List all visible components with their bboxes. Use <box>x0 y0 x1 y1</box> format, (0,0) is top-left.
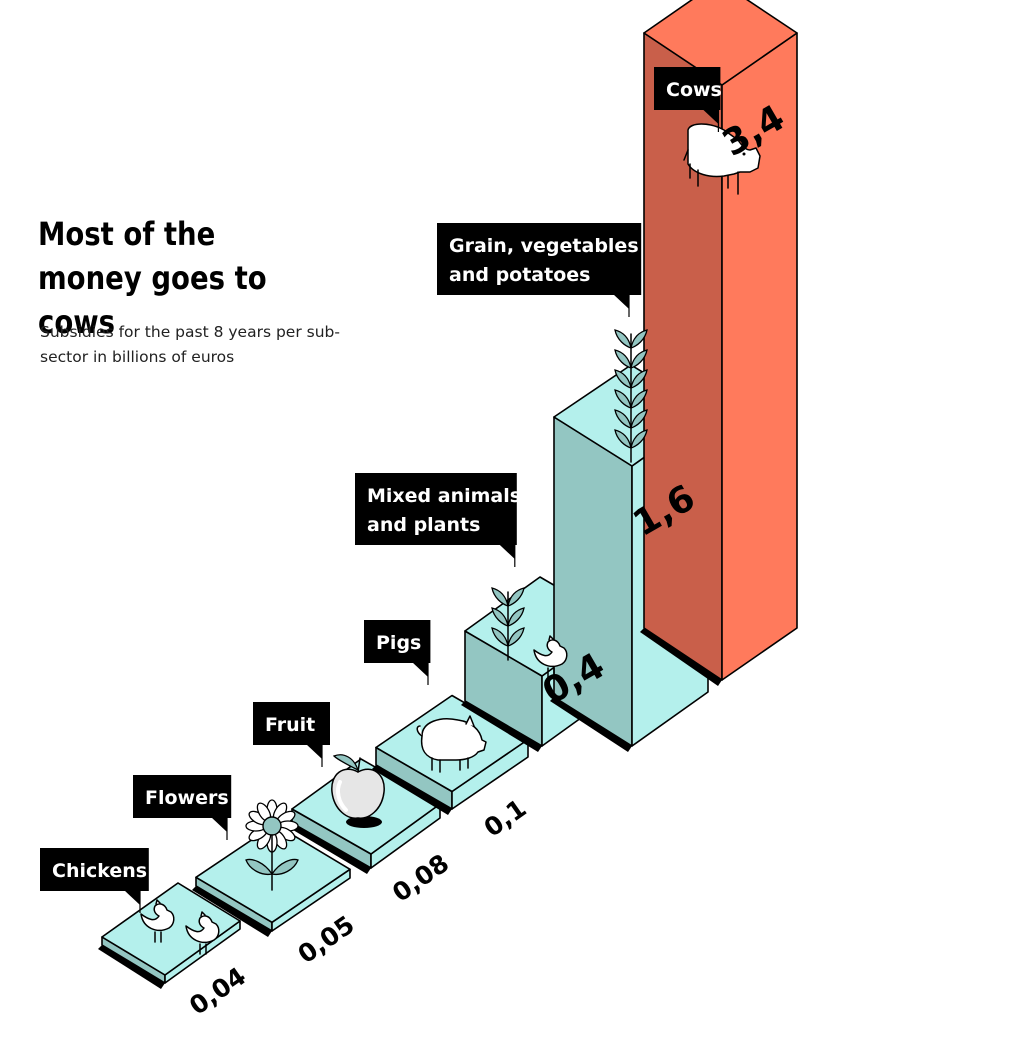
label-box <box>355 473 517 545</box>
category-label-text: Fruit <box>265 714 315 736</box>
category-label-cows: Cows <box>654 67 722 132</box>
label-tail <box>412 662 428 677</box>
pig-icon <box>416 715 487 773</box>
bar-shadow <box>550 697 632 752</box>
apple-icon <box>331 754 385 828</box>
value-label: 0,1 <box>479 793 532 842</box>
bar-shadow <box>640 628 722 686</box>
label-box <box>364 620 431 663</box>
category-label-pigs: Pigs <box>364 620 431 685</box>
icons-layer <box>140 123 761 955</box>
label-tail <box>613 294 629 309</box>
label-box <box>253 702 330 745</box>
label-tail <box>702 109 719 124</box>
value-label: 0,05 <box>293 910 360 969</box>
bars-layer <box>98 0 798 989</box>
label-box <box>40 848 149 891</box>
category-label-text: and plants <box>367 514 480 536</box>
chicken-icon <box>140 899 175 943</box>
chicken-icon <box>533 635 568 679</box>
category-label-chickens: Chickens <box>40 848 149 913</box>
label-tail <box>306 744 322 759</box>
category-label-text: Chickens <box>52 860 147 882</box>
bar-chickens <box>98 882 241 989</box>
category-label-fruit: Fruit <box>253 702 330 767</box>
wheat-icon <box>491 587 525 661</box>
category-label-text: Pigs <box>376 632 421 654</box>
flower-icon <box>245 799 299 891</box>
category-label-flowers: Flowers <box>133 775 232 840</box>
label-tail <box>498 544 515 559</box>
bar-shadow <box>461 701 542 752</box>
category-label-text: Mixed animals <box>367 485 521 507</box>
cow-icon <box>683 123 761 195</box>
chart-title: Most of the money goes to cows <box>38 215 267 341</box>
chart-subtitle: Subsidies for the past 8 years per sub-s… <box>40 323 340 366</box>
bar-top-face <box>101 882 241 976</box>
category-label-grain-vegetables-and-potatoes: Grain, vegetables and potatoes <box>437 223 642 317</box>
bar-cows <box>640 0 798 686</box>
bar-shadow <box>288 823 371 874</box>
label-tail <box>211 817 227 832</box>
value-label: 0,08 <box>387 848 454 907</box>
category-label-text: and potatoes <box>449 264 590 286</box>
category-label-text: Flowers <box>145 787 229 809</box>
chicken-icon <box>185 911 220 955</box>
bar-shadow <box>192 886 272 937</box>
label-tail <box>124 890 140 905</box>
bar-shadow <box>372 765 452 815</box>
wheat-icon <box>614 329 648 463</box>
label-box <box>437 223 642 295</box>
label-box <box>654 67 721 110</box>
label-box <box>133 775 232 818</box>
category-label-mixed-animals-and-plants: Mixed animals and plants <box>355 473 521 567</box>
value-label: 0,04 <box>184 961 251 1020</box>
category-label-text: Grain, vegetables <box>449 235 639 257</box>
category-label-text: Cows <box>666 79 722 101</box>
bar-shadow <box>98 945 165 989</box>
